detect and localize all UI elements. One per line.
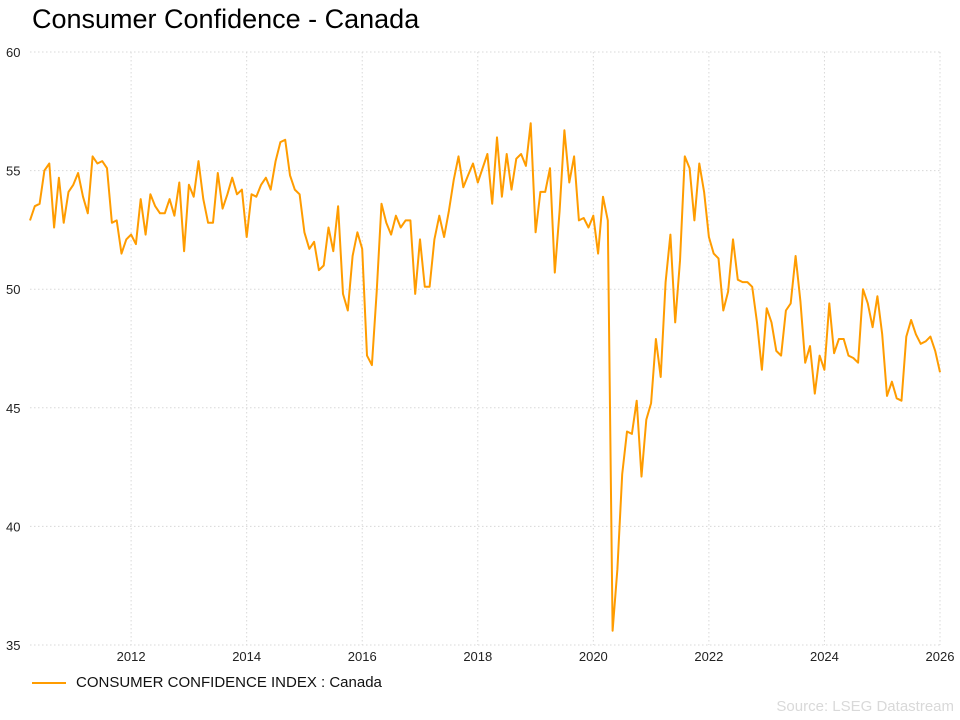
y-tick-label: 50 bbox=[6, 282, 20, 297]
legend: CONSUMER CONFIDENCE INDEX : Canada bbox=[32, 674, 382, 691]
legend-swatch-icon bbox=[32, 681, 66, 684]
x-tick-label: 2018 bbox=[463, 649, 492, 664]
x-tick-label: 2012 bbox=[117, 649, 146, 664]
x-tick-label: 2016 bbox=[348, 649, 377, 664]
y-tick-label: 45 bbox=[6, 401, 20, 416]
y-tick-label: 60 bbox=[6, 45, 20, 60]
y-tick-label: 55 bbox=[6, 164, 20, 179]
chart-title: Consumer Confidence - Canada bbox=[32, 4, 420, 34]
x-tick-label: 2014 bbox=[232, 649, 261, 664]
y-tick-label: 40 bbox=[6, 519, 20, 534]
legend-label: CONSUMER CONFIDENCE INDEX : Canada bbox=[76, 674, 382, 691]
gridlines bbox=[30, 51, 941, 646]
y-tick-label: 35 bbox=[6, 638, 20, 653]
x-axis-ticks: 2012 2014 2016 2018 2020 2022 2024 2026 bbox=[117, 649, 955, 664]
x-tick-label: 2026 bbox=[926, 649, 955, 664]
x-tick-label: 2024 bbox=[810, 649, 839, 664]
series-layer bbox=[29, 122, 941, 632]
x-tick-label: 2020 bbox=[579, 649, 608, 664]
series-line-consumer-confidence bbox=[29, 122, 941, 632]
y-axis-ticks: 60 55 50 45 40 35 bbox=[6, 45, 20, 653]
source-note: Source: LSEG Datastream bbox=[776, 698, 954, 715]
x-tick-label: 2022 bbox=[694, 649, 723, 664]
